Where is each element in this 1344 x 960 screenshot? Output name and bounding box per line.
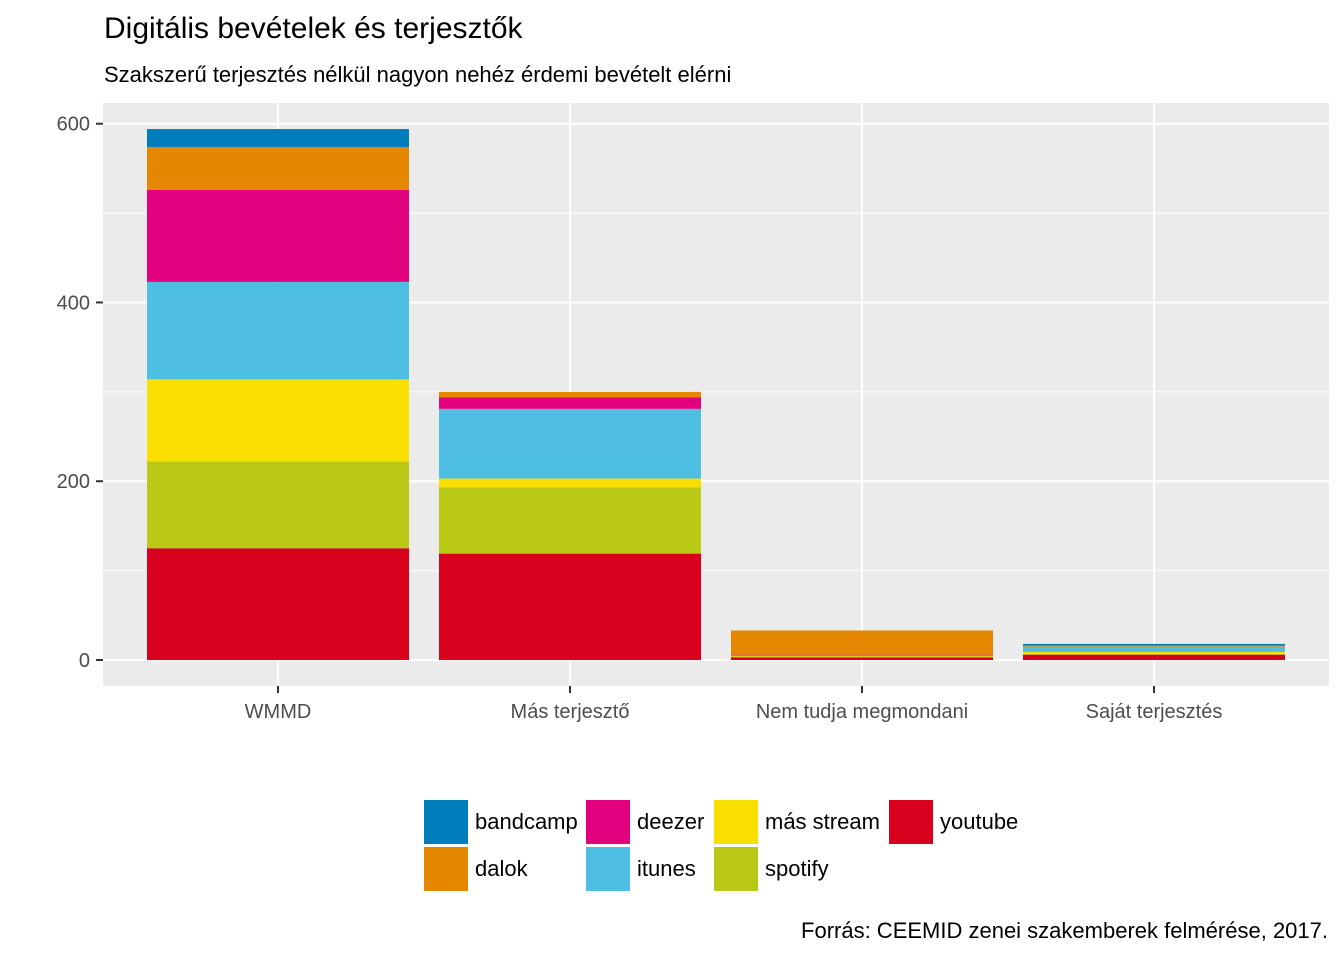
y-axis: 0 200 400 600 — [57, 114, 103, 672]
chart-caption: Forrás: CEEMID zenei szakemberek felméré… — [801, 918, 1328, 943]
y-tick-label: 400 — [57, 292, 90, 314]
x-tick-label: Nem tudja megmondani — [756, 701, 968, 723]
x-tick-label: WMMD — [245, 701, 312, 723]
x-tick-label: Más terjesztő — [511, 701, 630, 723]
legend-key — [424, 800, 468, 844]
plot-area: 0 200 400 600 WMMD Más terjesztő Nem tudja me… — [57, 103, 1329, 723]
y-tick-label: 200 — [57, 471, 90, 493]
y-tick-label: 600 — [57, 114, 90, 136]
bar-segment-spotify — [731, 656, 993, 658]
legend-label: bandcamp — [475, 809, 578, 834]
legend-item-más-stream: más stream — [714, 800, 880, 844]
legend-label: más stream — [765, 809, 880, 834]
legend-label: itunes — [637, 856, 696, 881]
legend-key — [586, 847, 630, 891]
legend-label: dalok — [475, 856, 528, 881]
bar-segment-youtube — [731, 657, 993, 660]
bar-segment-deezer — [731, 654, 993, 656]
legend-item-youtube: youtube — [889, 800, 1018, 844]
bar-segment-dalok — [147, 146, 409, 190]
legend-label: youtube — [940, 809, 1019, 834]
bar-segment-más-stream — [731, 655, 993, 657]
bar-segment-dalok — [439, 391, 701, 398]
legend-label: spotify — [765, 856, 829, 881]
bar-segment-más-stream — [147, 379, 409, 462]
bar-segment-youtube — [439, 553, 701, 660]
bar-segment-bandcamp — [147, 129, 409, 147]
bar-segment-itunes — [439, 408, 701, 479]
legend-key — [714, 847, 758, 891]
legend: bandcamp dalok deezer itunes más stream spoti… — [424, 800, 1044, 892]
bar-segment-youtube — [1023, 654, 1285, 660]
bar-segment-deezer — [439, 397, 701, 409]
bar-segment-spotify — [439, 487, 701, 554]
bars — [147, 129, 1285, 660]
x-axis: WMMD Más terjesztő Nem tudja megmondani Saj… — [245, 686, 1223, 723]
bar-segment-deezer — [147, 189, 409, 282]
legend-key — [586, 800, 630, 844]
bar-segment-itunes — [1023, 646, 1285, 652]
x-tick-label: Saját terjesztés — [1086, 701, 1223, 723]
legend-key — [889, 800, 933, 844]
bar-segment-más-stream — [1023, 651, 1285, 655]
chart-title: Digitális bevételek és terjesztők — [104, 12, 523, 45]
bar-segment-dalok — [731, 630, 993, 655]
y-tick-label: 0 — [79, 650, 90, 672]
bar-segment-dalok — [1023, 645, 1285, 647]
bar-segment-spotify — [1023, 654, 1285, 655]
bar-segment-itunes — [147, 281, 409, 380]
legend-item-dalok: dalok — [424, 847, 528, 891]
bar-segment-youtube — [147, 548, 409, 660]
bar-segment-más-stream — [439, 478, 701, 488]
legend-item-deezer: deezer — [586, 800, 704, 844]
legend-item-itunes: itunes — [586, 847, 696, 891]
legend-label: deezer — [637, 809, 705, 834]
legend-key — [714, 800, 758, 844]
chart-subtitle: Szakszerű terjesztés nélkül nagyon nehéz… — [104, 62, 732, 87]
legend-key — [424, 847, 468, 891]
legend-item-bandcamp: bandcamp — [424, 800, 578, 844]
bar-segment-bandcamp — [1023, 643, 1285, 646]
bar-segment-spotify — [147, 461, 409, 549]
legend-item-spotify: spotify — [714, 847, 829, 891]
